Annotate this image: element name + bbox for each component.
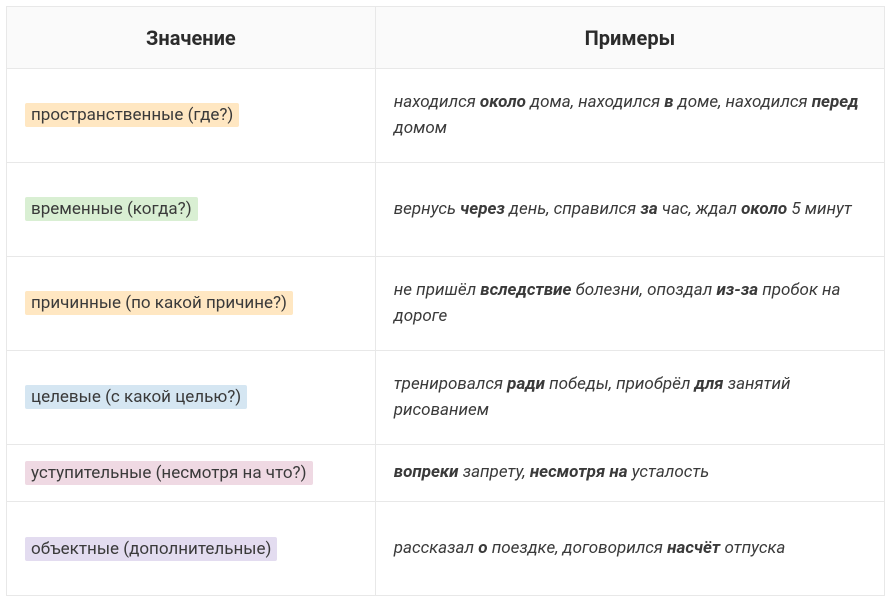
meaning-cell: временные (когда?)	[7, 163, 376, 257]
table-row: уступительные (несмотря на что?) вопреки …	[7, 445, 885, 502]
examples-cell: вернусь через день, справился за час, жд…	[375, 163, 884, 257]
example-bold: насчёт	[667, 538, 720, 558]
meaning-cell: причинные (по какой причине?)	[7, 257, 376, 351]
examples-cell: тренировался ради победы, приобрёл для з…	[375, 351, 884, 445]
example-bold: из-за	[716, 280, 758, 300]
example-bold: в	[664, 92, 673, 112]
example-bold: около	[480, 92, 526, 112]
meaning-cell: уступительные (несмотря на что?)	[7, 445, 376, 502]
example-bold: через	[460, 199, 505, 219]
meaning-highlight: причинные (по какой причине?)	[25, 291, 293, 315]
meaning-cell: целевые (с какой целью?)	[7, 351, 376, 445]
examples-cell: вопреки запрету, несмотря на усталость	[375, 445, 884, 502]
table-row: временные (когда?) вернусь через день, сп…	[7, 163, 885, 257]
table-row: целевые (с какой целью?) тренировался рад…	[7, 351, 885, 445]
example-bold: о	[478, 538, 487, 558]
example-bold: для	[695, 374, 724, 394]
meanings-table: Значение Примеры пространственные (где?)…	[6, 6, 885, 596]
example-bold: вопреки	[394, 462, 459, 482]
meaning-highlight: пространственные (где?)	[25, 103, 239, 127]
table-row: причинные (по какой причине?) не пришёл в…	[7, 257, 885, 351]
table-row: пространственные (где?) находился около д…	[7, 69, 885, 163]
example-bold: перед	[812, 92, 859, 112]
example-bold: вследствие	[480, 280, 571, 300]
examples-cell: не пришёл вследствие болезни, опоздал из…	[375, 257, 884, 351]
meaning-highlight: уступительные (несмотря на что?)	[25, 461, 313, 485]
examples-cell: рассказал о поездке, договорился насчёт …	[375, 502, 884, 596]
example-bold: за	[640, 199, 657, 219]
example-bold: около	[741, 199, 787, 219]
examples-cell: находился около дома, находился в доме, …	[375, 69, 884, 163]
meaning-highlight: целевые (с какой целью?)	[25, 385, 247, 409]
example-bold: ради	[507, 374, 545, 394]
meaning-cell: объектные (дополнительные)	[7, 502, 376, 596]
table-row: объектные (дополнительные) рассказал о по…	[7, 502, 885, 596]
meaning-highlight: временные (когда?)	[25, 197, 198, 221]
header-meaning: Значение	[7, 7, 376, 69]
header-examples: Примеры	[375, 7, 884, 69]
meaning-cell: пространственные (где?)	[7, 69, 376, 163]
meaning-highlight: объектные (дополнительные)	[25, 537, 277, 561]
example-bold: несмотря на	[530, 462, 628, 482]
